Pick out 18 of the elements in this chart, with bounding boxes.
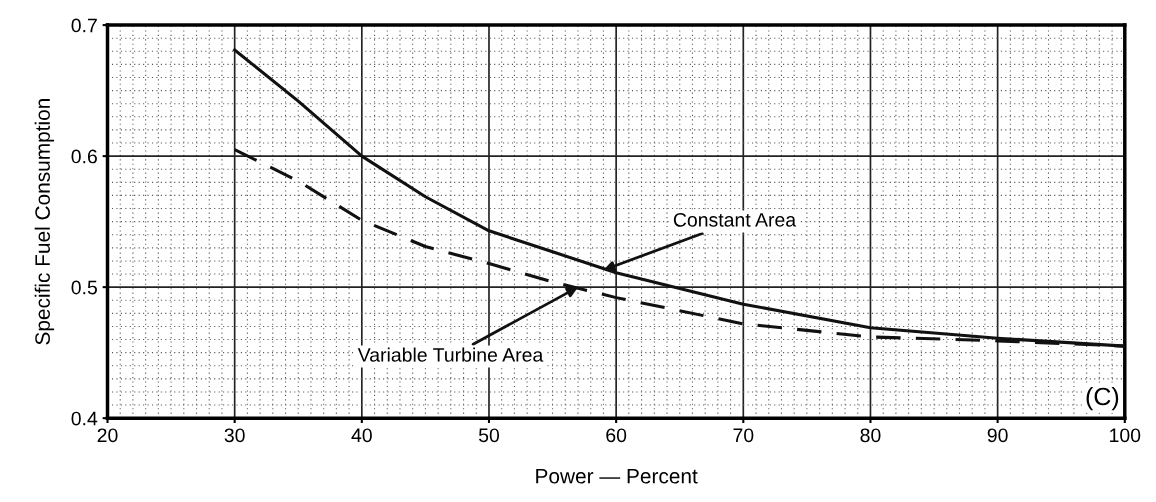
x-tick-label: 40 bbox=[351, 428, 372, 443]
y-tick-label: 0.5 bbox=[71, 280, 97, 295]
annotation: (C) bbox=[1086, 387, 1119, 411]
x-tick-label: 80 bbox=[860, 428, 881, 443]
x-tick-label: 70 bbox=[733, 428, 754, 443]
annotation: Constant Area bbox=[673, 212, 797, 227]
x-tick-label: 50 bbox=[478, 428, 500, 443]
y-axis-title: Specific Fuel Consumption bbox=[34, 99, 55, 345]
x-tick-label: 20 bbox=[97, 428, 118, 443]
x-tick-label: 90 bbox=[987, 428, 1008, 443]
annotation: Variable Turbine Area bbox=[357, 347, 544, 362]
x-tick-label: 60 bbox=[606, 428, 627, 443]
y-tick-label: 0.4 bbox=[71, 411, 98, 426]
y-tick-label: 0.7 bbox=[71, 18, 97, 33]
y-tick-label: 0.6 bbox=[71, 149, 97, 164]
x-axis-title: Power — Percent bbox=[536, 469, 698, 484]
x-tick-label: 30 bbox=[224, 428, 245, 443]
x-tick-label: 100 bbox=[1110, 428, 1141, 443]
